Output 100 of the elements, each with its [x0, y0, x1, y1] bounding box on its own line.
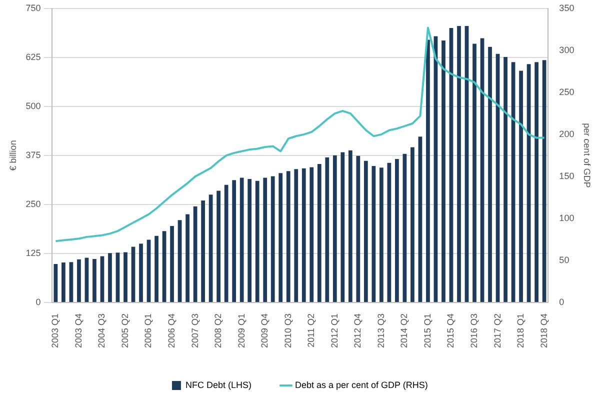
bar — [387, 162, 392, 302]
y-tick-label: 0 — [36, 296, 41, 307]
bar — [154, 236, 158, 302]
bar — [270, 176, 275, 302]
bar — [146, 240, 151, 302]
bar — [302, 168, 306, 302]
bar — [325, 157, 330, 302]
y2-tick-label: 50 — [559, 254, 570, 265]
bar — [418, 136, 422, 302]
bar — [131, 246, 136, 302]
bar — [294, 169, 298, 302]
bar — [464, 26, 469, 302]
bar — [410, 147, 414, 302]
bar — [54, 264, 58, 302]
bar — [124, 252, 128, 302]
bar — [108, 253, 112, 302]
x-tick-label: 2013 Q3 — [376, 313, 386, 348]
bar — [178, 220, 182, 302]
y2-tick-label: 200 — [559, 128, 574, 139]
y-tick-label: 125 — [26, 248, 41, 258]
bar — [77, 259, 81, 302]
x-tick-label: 2016 Q3 — [468, 313, 479, 348]
bar — [69, 262, 74, 302]
bar — [310, 167, 314, 302]
bar — [208, 194, 213, 302]
bar — [232, 180, 236, 302]
x-tick-label: 2006 Q4 — [166, 313, 177, 348]
y-tick-label: 625 — [26, 52, 41, 62]
bar — [201, 200, 205, 302]
x-tick-label: 2015 Q4 — [446, 313, 456, 348]
x-tick-label: 2007 Q3 — [190, 313, 200, 348]
bar — [216, 190, 221, 302]
y-tick-label: 375 — [26, 150, 41, 160]
bar — [442, 40, 446, 302]
y-axis-title: € billion — [8, 140, 18, 171]
bar — [193, 206, 198, 302]
x-tick-label: 2006 Q1 — [143, 313, 154, 348]
bar — [240, 178, 244, 302]
bar — [332, 155, 337, 302]
y-tick-label: 250 — [26, 198, 41, 209]
y2-tick-label: 0 — [559, 296, 564, 307]
bar — [426, 40, 430, 302]
bar — [395, 158, 399, 302]
bar — [542, 60, 546, 302]
x-tick-label: 2003 Q4 — [73, 313, 84, 348]
bar — [379, 168, 384, 302]
bar — [186, 214, 190, 302]
y2-axis-title: per cent of GDP — [582, 123, 592, 188]
x-tick-label: 2015 Q1 — [422, 313, 432, 348]
x-tick-label: 2004 Q3 — [96, 313, 107, 348]
y2-tick-label: 250 — [559, 86, 574, 97]
y-tick-label: 500 — [26, 100, 41, 111]
x-tick-label: 2017 Q2 — [492, 313, 502, 348]
y2-tick-label: 350 — [559, 2, 574, 13]
x-tick-label: 2018 Q1 — [516, 313, 526, 348]
bar — [116, 252, 120, 302]
bar — [457, 26, 461, 302]
bar — [255, 180, 260, 302]
x-tick-label: 2009 Q4 — [260, 313, 270, 348]
bar — [139, 244, 143, 302]
y2-tick-label: 150 — [559, 170, 574, 181]
bar — [170, 226, 174, 302]
x-tick-label: 2012 Q1 — [329, 313, 340, 348]
bar — [488, 46, 492, 302]
legend-label: NFC Debt (LHS) — [185, 380, 252, 390]
bar — [472, 44, 476, 302]
bar — [248, 178, 252, 302]
bar — [364, 160, 368, 302]
x-tick-label: 2003 Q1 — [50, 313, 60, 348]
bar — [92, 258, 96, 302]
x-tick-label: 2010 Q3 — [282, 313, 293, 348]
bar — [519, 70, 523, 302]
x-tick-label: 2012 Q4 — [352, 313, 363, 348]
x-tick-label: 2005 Q2 — [120, 313, 130, 348]
x-tick-label: 2018 Q4 — [538, 313, 549, 348]
bar — [504, 57, 508, 302]
x-tick-label: 2008 Q2 — [213, 313, 224, 348]
legend-label: Debt as a per cent of GDP (RHS) — [294, 380, 428, 390]
bar — [534, 62, 538, 302]
bar — [100, 256, 104, 302]
bar — [449, 28, 454, 302]
bar — [263, 178, 268, 302]
bar — [348, 150, 352, 302]
bar — [317, 164, 322, 302]
bar — [372, 166, 376, 302]
bar — [62, 262, 66, 302]
y2-tick-label: 100 — [559, 212, 574, 223]
y-tick-label: 750 — [26, 2, 41, 13]
bar — [340, 152, 345, 302]
x-tick-label: 2009 Q1 — [236, 313, 246, 348]
bar — [84, 258, 89, 302]
bar — [402, 154, 407, 302]
y2-tick-label: 300 — [559, 44, 574, 55]
bar — [286, 171, 290, 302]
bar — [356, 156, 360, 302]
bar — [162, 231, 166, 302]
bar — [224, 184, 228, 302]
x-tick-label: 2011 Q2 — [306, 313, 316, 348]
x-tick-label: 2014 Q2 — [399, 313, 410, 348]
bar — [278, 173, 283, 302]
